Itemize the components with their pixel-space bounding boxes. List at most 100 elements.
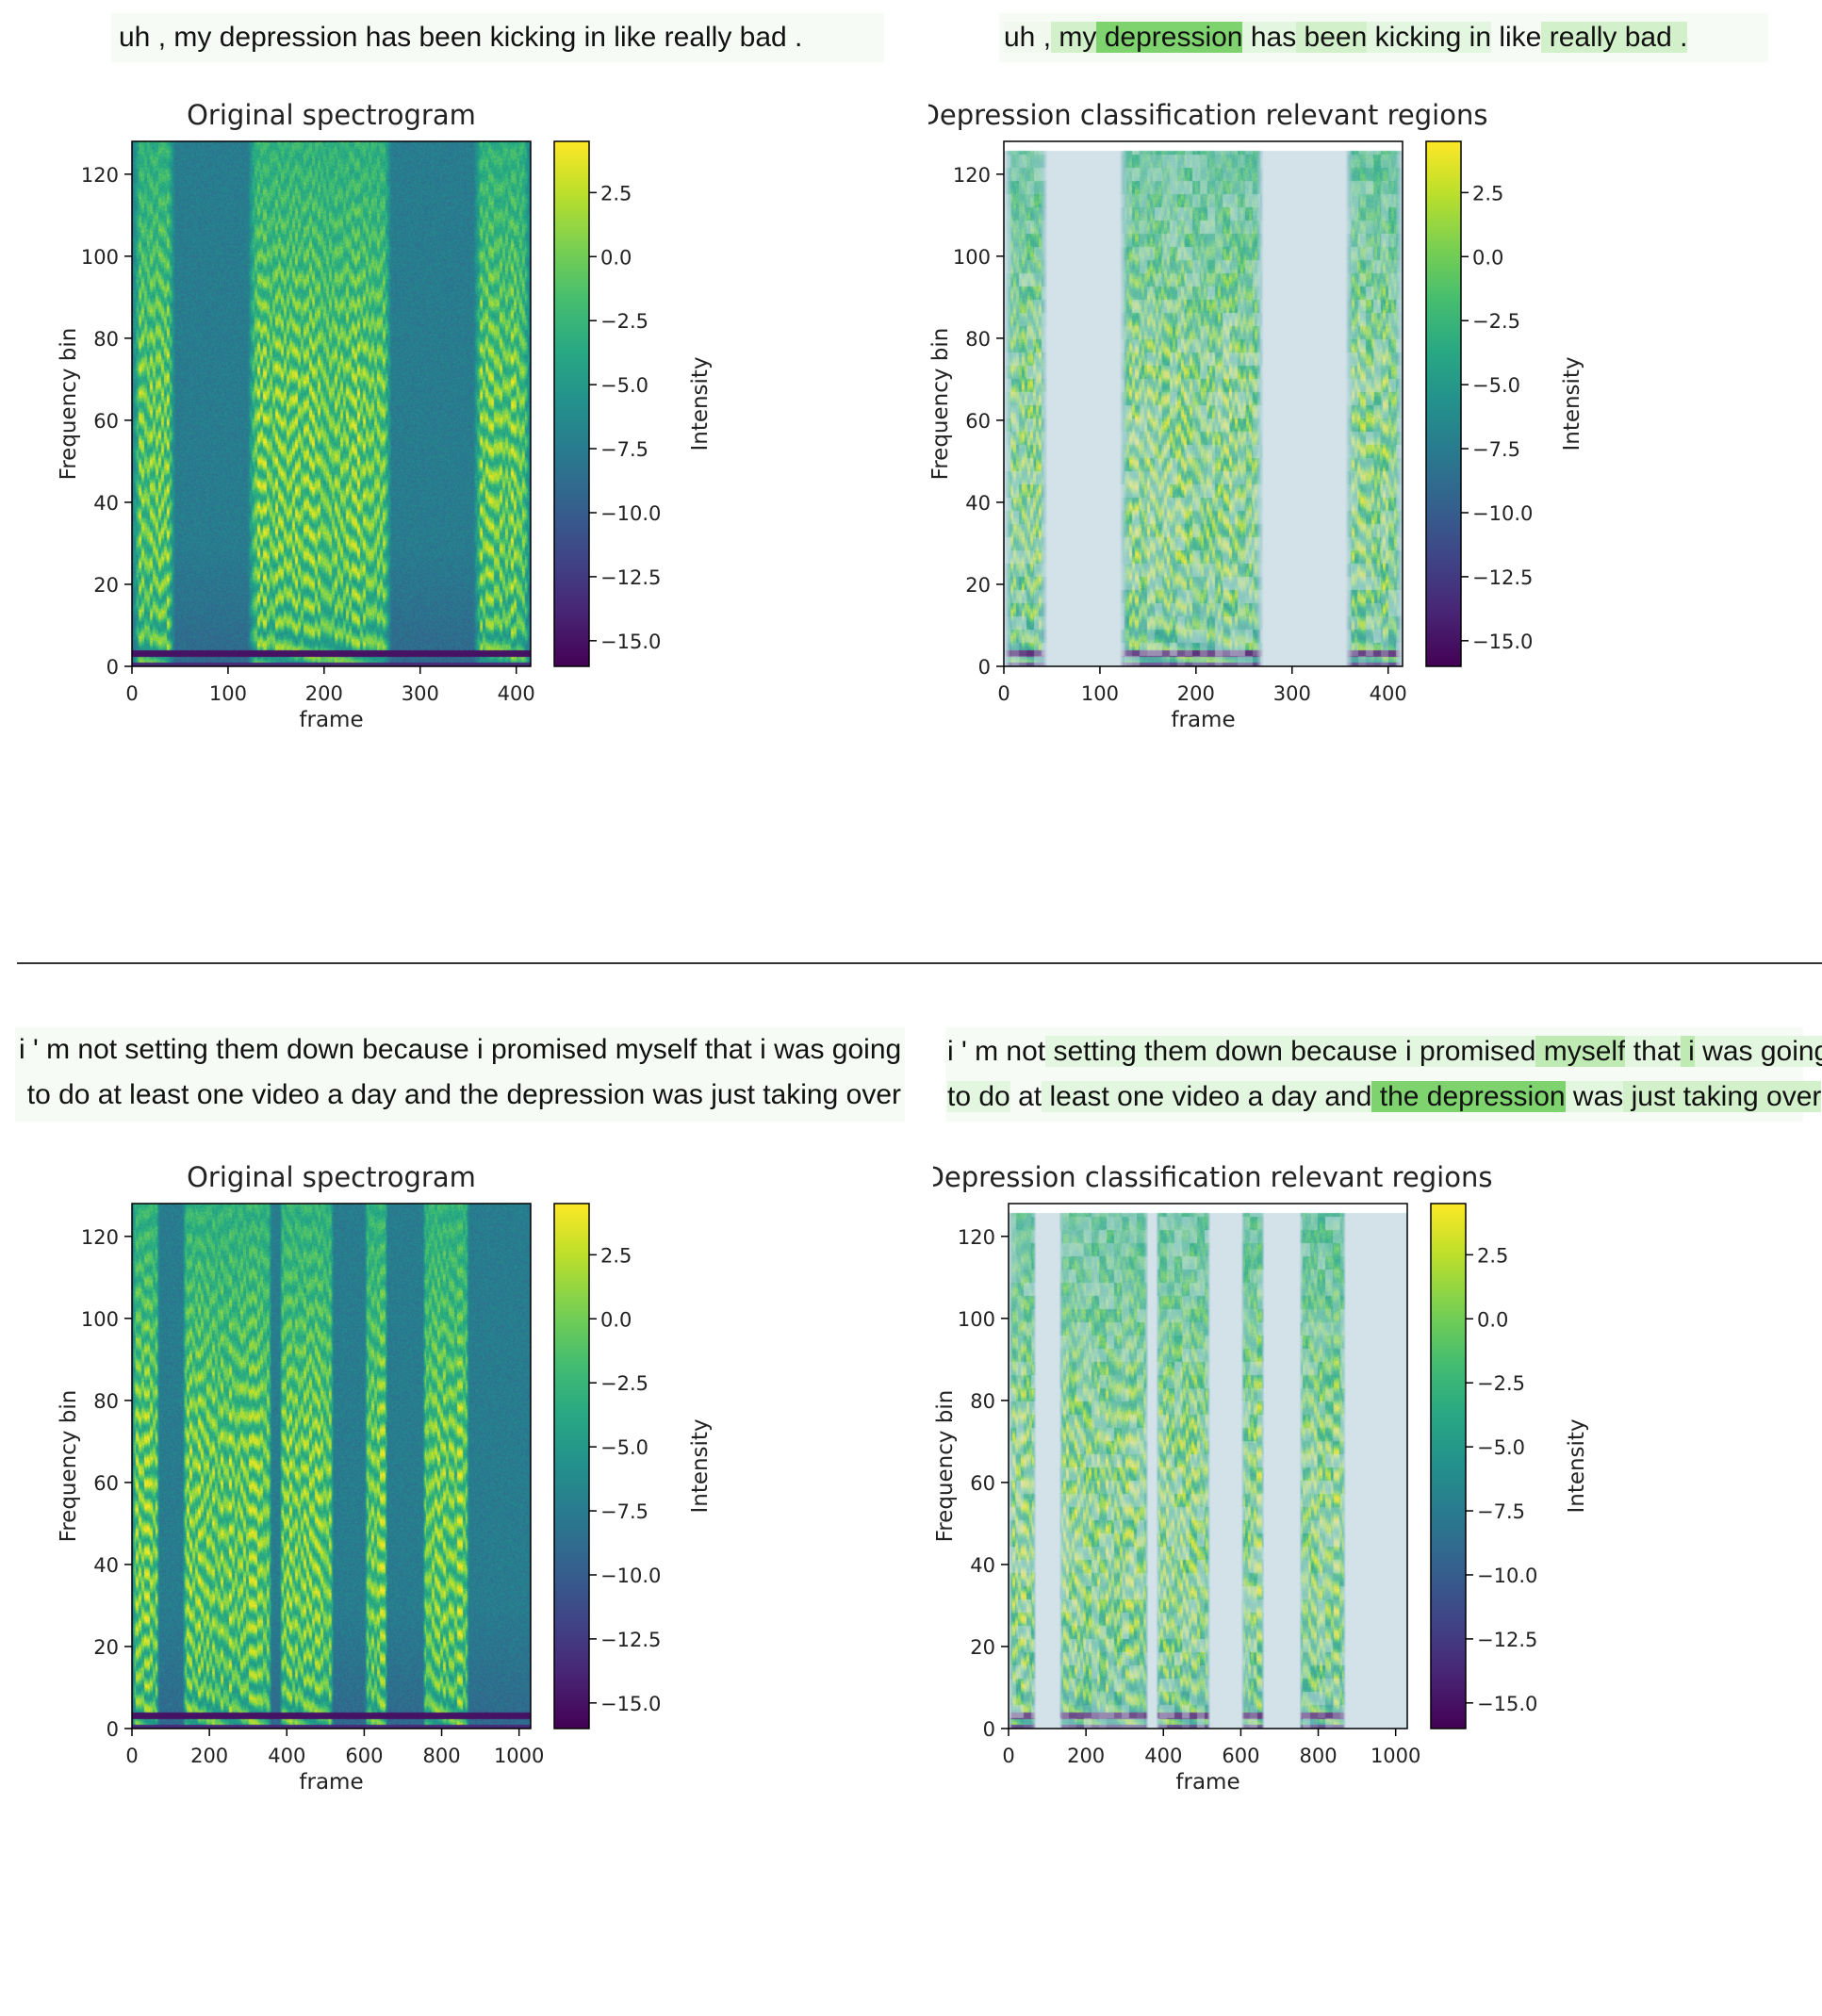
x-tick-label: 200 (1177, 682, 1215, 705)
y-tick-label: 0 (978, 656, 991, 679)
y-tick-label: 120 (81, 164, 119, 187)
x-tick-label: 400 (1144, 1745, 1182, 1767)
y-tick-label: 20 (93, 574, 119, 597)
y-tick-label: 0 (983, 1718, 995, 1741)
highlighted-word: because (1282, 1036, 1398, 1067)
chart-title: Original spectrogram (187, 1161, 476, 1193)
highlighted-word: kicking (1367, 22, 1462, 53)
highlighted-word: least (1042, 1081, 1109, 1112)
highlighted-word: i (1397, 1036, 1412, 1067)
x-axis-label: frame (1175, 1770, 1239, 1795)
x-tick-label: 400 (268, 1745, 305, 1767)
x-tick-label: 200 (190, 1745, 228, 1767)
relevance-chart-2: Depression classification relevant regio… (933, 1161, 1589, 1795)
transcript-line: uh , my depression has been kicking in l… (1004, 15, 1688, 60)
plot-frame (1008, 1203, 1408, 1729)
x-tick-label: 600 (1222, 1745, 1259, 1767)
colorbar-tick-label: −12.5 (1472, 566, 1533, 589)
colorbar-tick-label: −7.5 (600, 438, 648, 461)
colorbar-tick-label: 0.0 (1472, 246, 1503, 269)
colorbar-tick-label: 2.5 (1477, 1244, 1508, 1267)
transcript-line: uh , my depression has been kicking in l… (119, 22, 803, 53)
highlighted-word: taking (1675, 1081, 1759, 1112)
colorbar-tick-label: −7.5 (1472, 438, 1520, 461)
colorbar-tick-label: −15.0 (600, 631, 661, 653)
y-tick-label: 100 (958, 1308, 995, 1331)
colorbar-label: Intensity (688, 1418, 713, 1513)
y-tick-label: 60 (93, 1472, 119, 1495)
x-tick-label: 600 (345, 1745, 383, 1767)
chart-title: Depression classification relevant regio… (933, 1161, 1492, 1193)
highlighted-word: at (1009, 1081, 1042, 1112)
highlighted-word: and (1317, 1081, 1372, 1112)
colorbar (553, 140, 590, 667)
colorbar-tick-label: 0.0 (600, 1308, 632, 1331)
heatmap-image (1009, 1204, 1407, 1729)
colorbar-tick-label: 0.0 (1477, 1308, 1508, 1331)
highlighted-word: really (1541, 22, 1617, 53)
x-axis-label: frame (299, 1770, 363, 1795)
relevance-chart-1: Depression classification relevant regio… (928, 99, 1584, 732)
x-tick-label: 1000 (494, 1745, 544, 1767)
highlighted-word: ' (953, 1036, 967, 1067)
colorbar-tick-label: −5.0 (600, 374, 648, 397)
colorbar-tick-label: 2.5 (1472, 182, 1503, 205)
colorbar (553, 1203, 590, 1729)
y-tick-label: 40 (965, 492, 991, 515)
y-tick-label: 80 (93, 328, 119, 351)
y-axis-label: Frequency bin (928, 328, 953, 481)
highlighted-word: that (1625, 1036, 1681, 1067)
y-tick-label: 80 (970, 1390, 995, 1413)
y-tick-label: 40 (93, 1554, 119, 1577)
sentence-box-left-2 (15, 1027, 905, 1122)
y-tick-label: 40 (970, 1554, 995, 1577)
y-tick-label: 100 (953, 246, 991, 269)
highlighted-word: them (1136, 1036, 1207, 1067)
y-tick-label: 0 (107, 1718, 119, 1741)
highlighted-word: setting (1045, 1036, 1137, 1067)
highlighted-word: . (1671, 22, 1688, 53)
y-tick-label: 100 (81, 246, 119, 269)
x-tick-label: 300 (402, 682, 439, 705)
transcript-highlighted-1: uh , my depression has been kicking in l… (1004, 15, 1688, 60)
x-tick-label: 100 (209, 682, 247, 705)
y-tick-label: 40 (93, 492, 119, 515)
transcript-original-2: i ' m not setting them down because i pr… (19, 1027, 901, 1118)
transcript-line: to do at least one video a day and the d… (26, 1079, 901, 1110)
y-tick-label: 120 (81, 1226, 119, 1249)
colorbar-tick-label: 2.5 (600, 182, 632, 205)
colorbar-tick-label: −2.5 (1472, 310, 1520, 333)
highlighted-word: m (966, 1036, 999, 1067)
colorbar-tick-label: 2.5 (600, 1244, 632, 1267)
plot-frame (131, 140, 532, 667)
colorbar-tick-label: −12.5 (1477, 1629, 1537, 1651)
highlighted-word: like (1491, 22, 1542, 53)
highlighted-word: over (1758, 1081, 1822, 1112)
colorbar-tick-label: −7.5 (600, 1500, 648, 1523)
y-tick-label: 80 (965, 328, 991, 351)
highlighted-word: one (1108, 1081, 1165, 1112)
x-tick-label: 100 (1081, 682, 1119, 705)
transcript-highlighted-2: i ' m not setting them down because i pr… (947, 1029, 1822, 1120)
x-tick-label: 0 (125, 1745, 138, 1767)
y-tick-label: 60 (965, 410, 991, 433)
spectrogram-chart-2: Original spectrogram 0 200 400 600 800 1000 0 20… (57, 1161, 713, 1795)
colorbar-tick-label: −10.0 (600, 502, 661, 525)
colorbar-tick-label: −10.0 (1477, 1565, 1537, 1587)
y-tick-label: 60 (970, 1472, 995, 1495)
highlighted-word: promised (1411, 1036, 1536, 1067)
highlighted-word: been (1296, 22, 1368, 53)
highlighted-word: do (971, 1081, 1010, 1112)
highlighted-word: has (1242, 22, 1297, 53)
highlighted-word: depression (1096, 22, 1243, 53)
highlighted-word: video (1164, 1081, 1240, 1112)
colorbar-tick-label: −2.5 (1477, 1372, 1525, 1395)
transcript-original-1: uh , my depression has been kicking in l… (119, 15, 802, 60)
heatmap-image (1004, 141, 1403, 666)
sentence-box-left-1 (111, 13, 884, 62)
x-tick-label: 400 (498, 682, 535, 705)
highlighted-word: , (1035, 22, 1052, 53)
highlighted-word: uh (1004, 22, 1036, 53)
colorbar-tick-label: −10.0 (600, 1565, 661, 1587)
x-tick-label: 400 (1370, 682, 1407, 705)
